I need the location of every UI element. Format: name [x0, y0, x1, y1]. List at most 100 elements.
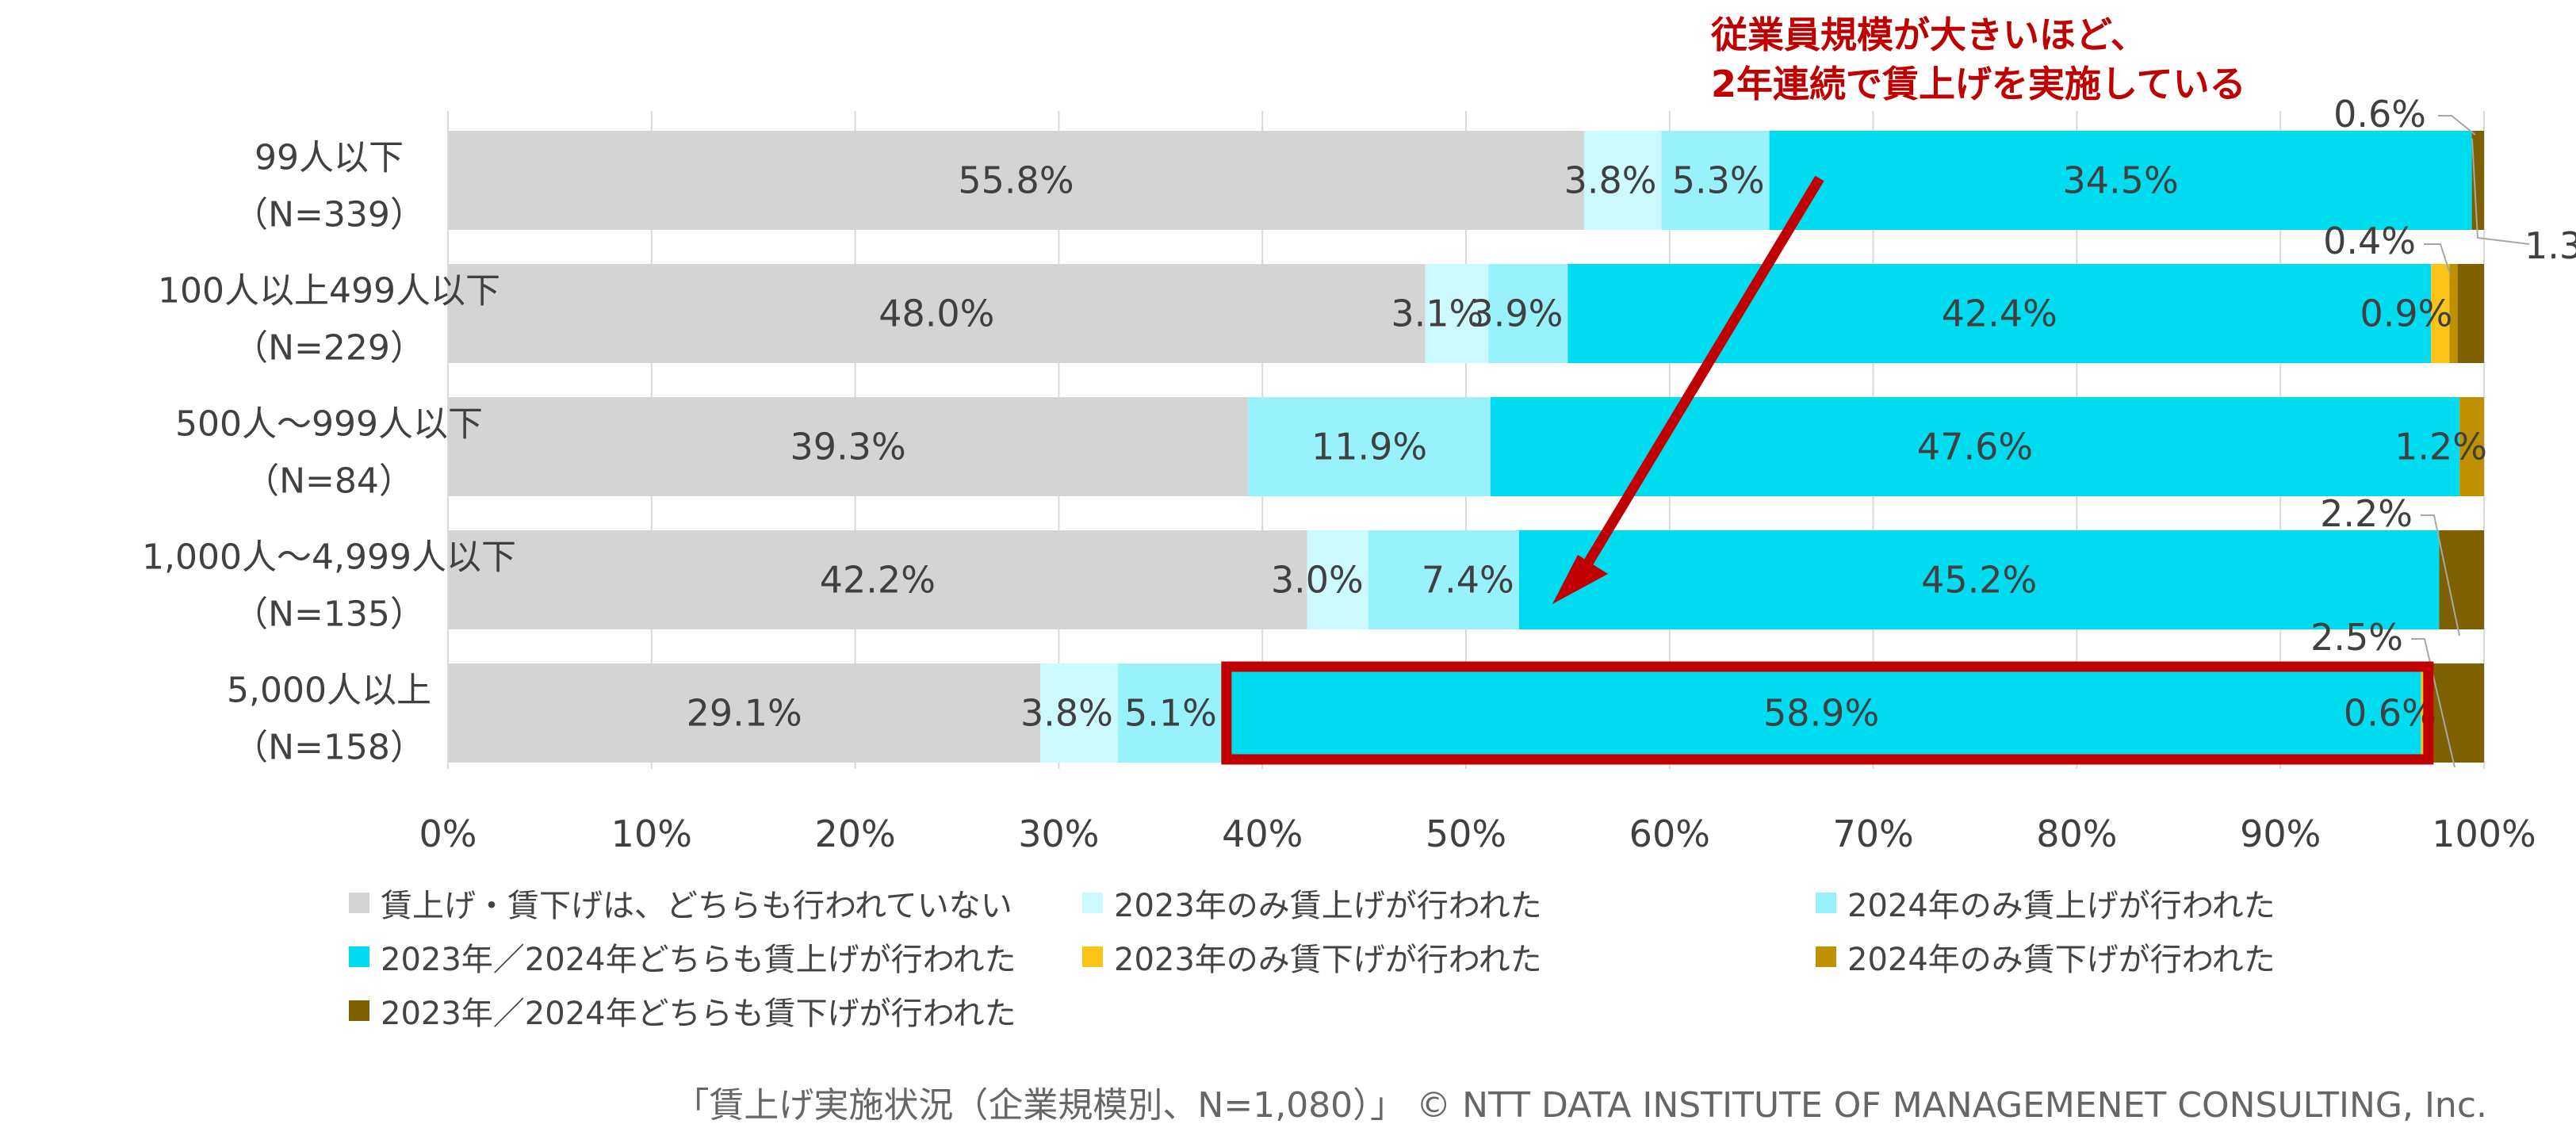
bar-segment — [448, 663, 1041, 763]
annotation-text-line2: 2年連続で賃上げを実施している — [1711, 63, 2246, 105]
data-label: 47.6% — [1917, 426, 2033, 468]
legend-swatch — [349, 946, 369, 967]
data-label: 29.1% — [687, 692, 802, 735]
legend-label: 2023年のみ賃下げが行われた — [1114, 942, 1542, 978]
leader-line — [2411, 638, 2455, 768]
data-label: 5.3% — [1672, 159, 1765, 202]
data-label: 0.9% — [2360, 292, 2452, 335]
bar-segment — [448, 264, 1426, 363]
bar-segment — [1117, 663, 1222, 763]
legend-swatch — [1082, 946, 1103, 967]
leader-line — [2421, 514, 2460, 637]
legend-item: 2024年のみ賃下げが行われた — [1816, 934, 2276, 980]
legend-swatch — [349, 893, 369, 913]
data-label: 0.6% — [2333, 93, 2426, 136]
legend-label: 2023年のみ賃上げが行われた — [1114, 888, 1542, 924]
leader-line — [2438, 115, 2476, 136]
legend-label: 2023年／2024年どちらも賃上げが行われた — [381, 942, 1016, 978]
bar-segment — [1583, 131, 1662, 230]
bar-segment — [2457, 264, 2484, 363]
x-tick-label: 10% — [611, 812, 692, 855]
category-label: 99人以下 — [255, 138, 404, 178]
data-label: 3.9% — [1471, 292, 1564, 335]
data-label: 0.6% — [2344, 692, 2436, 735]
data-label: 2.5% — [2310, 616, 2403, 659]
source-caption: 「賃上げ実施状況（企業規模別、N=1,080）」 © NTT DATA INST… — [674, 1085, 2487, 1126]
data-label: 1.2% — [2394, 426, 2487, 468]
category-sublabel: （N=229） — [233, 328, 425, 369]
legend-swatch — [1816, 893, 1836, 913]
data-label: 3.1% — [1391, 292, 1483, 335]
data-label: 45.2% — [1921, 559, 2037, 602]
x-tick-label: 40% — [1222, 812, 1303, 855]
legend-swatch — [349, 1000, 369, 1021]
category-sublabel: （N=158） — [233, 728, 425, 768]
category-label: 100人以上499人以下 — [158, 271, 500, 312]
bar-segment — [1769, 131, 2472, 230]
highlight-box — [1221, 661, 2434, 765]
bar-segment — [448, 131, 1584, 230]
category-sublabel: （N=84） — [244, 461, 414, 502]
data-label: 3.8% — [1564, 159, 1657, 202]
leader-line — [2471, 138, 2530, 245]
bar-segment — [1518, 530, 2440, 629]
data-label: 3.0% — [1271, 559, 1364, 602]
bar-segment — [1567, 264, 2432, 363]
legend-item: 2024年のみ賃上げが行われた — [1816, 880, 2276, 926]
bar-segment — [2471, 131, 2484, 230]
x-tick-label: 80% — [2036, 812, 2117, 855]
legend-swatch — [1082, 893, 1103, 913]
data-label: 39.3% — [790, 426, 906, 468]
bar-segment — [1368, 530, 1519, 629]
data-label: 7.4% — [1422, 559, 1514, 602]
bar-segment — [2459, 397, 2484, 496]
data-label: 58.9% — [1763, 692, 1879, 735]
bar-segment — [1661, 131, 1770, 230]
bar-segment — [1221, 663, 2421, 763]
bar-segment — [448, 397, 1249, 496]
category-sublabel: （N=135） — [233, 595, 425, 635]
legend-swatch — [1816, 946, 1836, 967]
bar-segment — [1488, 264, 1568, 363]
data-label: 11.9% — [1311, 426, 1427, 468]
x-tick-label: 20% — [814, 812, 895, 855]
bar-segment — [1248, 397, 1491, 496]
x-tick-label: 90% — [2240, 812, 2321, 855]
legend-item: 2023年／2024年どちらも賃下げが行われた — [349, 988, 1016, 1034]
bar-segment — [2432, 663, 2484, 763]
legend-item: 賃上げ・賃下げは、どちらも行われていない — [349, 880, 1012, 926]
legend-item: 2023年／2024年どちらも賃上げが行われた — [349, 934, 1016, 980]
category-label: 1,000人～4,999人以下 — [142, 537, 516, 578]
data-label: 42.2% — [820, 559, 936, 602]
data-label: 42.4% — [1942, 292, 2057, 335]
legend-item: 2023年のみ賃上げが行われた — [1082, 880, 1542, 926]
category-sublabel: （N=339） — [233, 195, 425, 235]
leader-line — [2424, 243, 2451, 274]
legend-label: 2023年／2024年どちらも賃下げが行われた — [381, 996, 1016, 1032]
annotation-arrow — [1569, 175, 1824, 590]
legend-label: 2024年のみ賃上げが行われた — [1847, 888, 2276, 924]
data-label: 34.5% — [2063, 159, 2179, 202]
annotation-text-line1: 従業員規模が大きいほど、 — [1710, 13, 2147, 56]
bar-segment — [2431, 264, 2450, 363]
x-tick-label: 70% — [1832, 812, 1913, 855]
category-label: 500人～999人以下 — [175, 404, 483, 445]
bar-segment — [448, 530, 1307, 629]
bar-segment — [2449, 264, 2458, 363]
data-label: 1.3% — [2524, 224, 2576, 267]
bar-segment — [1425, 264, 1489, 363]
x-tick-label: 50% — [1426, 812, 1506, 855]
data-label: 0.4% — [2323, 220, 2416, 262]
x-tick-label: 100% — [2432, 812, 2536, 855]
data-label: 55.8% — [958, 159, 1074, 202]
data-label: 48.0% — [878, 292, 994, 335]
x-tick-label: 0% — [419, 812, 477, 855]
bar-segment — [1307, 530, 1368, 629]
bar-segment — [1040, 663, 1118, 763]
bar-segment — [2439, 530, 2484, 629]
data-label: 3.8% — [1020, 692, 1113, 735]
legend-label: 2024年のみ賃下げが行われた — [1847, 942, 2276, 978]
x-tick-label: 60% — [1629, 812, 1710, 855]
bar-segment — [1490, 397, 2460, 496]
